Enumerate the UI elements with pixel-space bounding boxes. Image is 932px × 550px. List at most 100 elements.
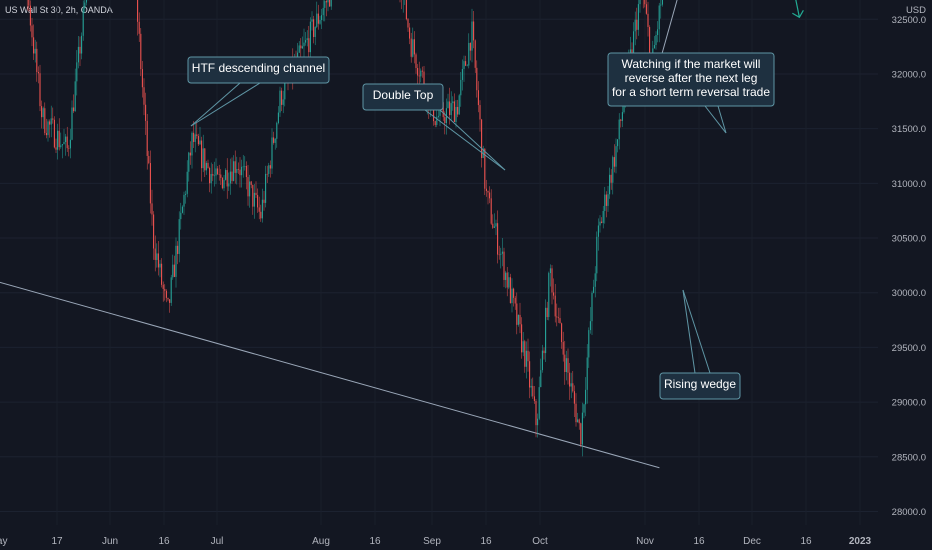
candle-body xyxy=(636,19,638,30)
candle-body xyxy=(610,174,612,183)
candle-body xyxy=(305,40,307,43)
projection-arrow-line xyxy=(795,0,800,18)
candle-body xyxy=(409,27,411,39)
candle-body xyxy=(538,387,540,419)
candle-body xyxy=(477,90,479,106)
candle-body xyxy=(148,155,150,164)
candle-body xyxy=(180,212,182,220)
candle-body xyxy=(561,323,563,343)
htf-channel-lower-line xyxy=(0,281,660,469)
candle-body xyxy=(138,21,140,34)
x-tick-label: Jun xyxy=(102,536,118,547)
candle-body xyxy=(465,61,467,66)
x-axis: May 17 Jun 16 Jul Aug 16 Sep 16 Oct Nov 16 Dec 16 2023 xyxy=(0,536,872,547)
candle-body xyxy=(418,75,420,77)
candle-body xyxy=(420,70,422,77)
candle-body xyxy=(79,46,81,54)
candle-body xyxy=(516,303,518,325)
candle-body xyxy=(258,207,260,212)
candle-body xyxy=(612,157,614,183)
candle-body xyxy=(218,174,220,175)
candle-body xyxy=(250,181,252,185)
candle-body xyxy=(42,108,44,118)
candle-body xyxy=(493,226,495,228)
candle-body xyxy=(545,307,547,354)
candle-body xyxy=(157,253,159,268)
candle-body xyxy=(533,396,535,401)
candle-body xyxy=(583,404,585,413)
candle-body xyxy=(81,35,83,54)
htf-channel-callout-text: HTF descending channel xyxy=(192,61,325,75)
candle-body xyxy=(52,118,54,120)
candle-body xyxy=(188,152,190,172)
candle-body xyxy=(245,165,247,178)
candle-body xyxy=(60,145,62,148)
double-top-callout-text: Double Top xyxy=(373,88,434,102)
candle-body xyxy=(601,221,603,223)
candle-body xyxy=(146,120,148,156)
candle-body xyxy=(167,297,169,300)
candle-body xyxy=(481,119,483,158)
candle-body xyxy=(172,264,174,278)
candle-body xyxy=(266,173,268,175)
double-top-callout-pointer xyxy=(424,109,506,171)
candle-body xyxy=(161,263,163,285)
candle-body xyxy=(551,268,553,293)
candle-body xyxy=(623,103,625,113)
candle-body xyxy=(204,148,206,171)
candle-body xyxy=(490,198,492,224)
candle-body xyxy=(457,106,459,115)
candle-body xyxy=(149,163,151,204)
candle-body xyxy=(57,130,59,150)
candle-body xyxy=(234,161,236,173)
candle-body xyxy=(407,19,409,28)
candle-body xyxy=(202,148,204,169)
candle-body xyxy=(74,81,76,112)
candle-body xyxy=(466,65,468,67)
candle-body xyxy=(593,286,595,293)
candle-body xyxy=(177,245,179,254)
candle-body xyxy=(540,370,542,388)
projection-arrow-head xyxy=(792,9,804,19)
candle-body xyxy=(199,140,201,145)
candle-body xyxy=(476,67,478,91)
candle-body xyxy=(37,72,39,74)
candle-body xyxy=(645,4,647,14)
x-tick-label: Oct xyxy=(532,536,548,547)
candle-body xyxy=(273,137,275,143)
candle-body xyxy=(602,210,604,223)
candle-body xyxy=(321,15,323,21)
htf-channel-callout-box xyxy=(187,56,330,84)
candle-body xyxy=(469,42,471,51)
candle-body xyxy=(217,168,219,175)
candle-body xyxy=(529,361,531,388)
rising-wedge-callout-pointer-2 xyxy=(682,289,711,374)
candle-body xyxy=(47,121,49,136)
candle-body xyxy=(33,37,35,54)
candle-body xyxy=(569,372,571,387)
candle-body xyxy=(50,118,52,125)
x-tick-label: Jul xyxy=(211,536,224,547)
watch-callout-pointer-2 xyxy=(717,105,727,134)
candle-body xyxy=(461,68,463,80)
x-tick-label: Aug xyxy=(312,536,330,547)
rising-wedge-callout-text: Rising wedge xyxy=(664,377,736,391)
candle-body xyxy=(615,146,617,167)
candle-body xyxy=(524,341,526,367)
candle-body xyxy=(69,139,71,149)
candle-body xyxy=(506,272,508,288)
candle-body xyxy=(271,137,273,169)
candle-body xyxy=(201,140,203,169)
candle-body xyxy=(567,358,569,373)
candle-body xyxy=(613,157,615,167)
candle-body xyxy=(591,292,593,322)
callouts: HTF descending channel Double Top Watching… xyxy=(187,52,775,400)
candle-body xyxy=(639,0,641,5)
candle-body xyxy=(154,248,156,260)
x-tick-label: 16 xyxy=(369,536,381,547)
candle-body xyxy=(562,342,564,355)
candle-body xyxy=(410,38,412,57)
candle-body xyxy=(71,107,73,140)
candle-body xyxy=(244,165,246,167)
